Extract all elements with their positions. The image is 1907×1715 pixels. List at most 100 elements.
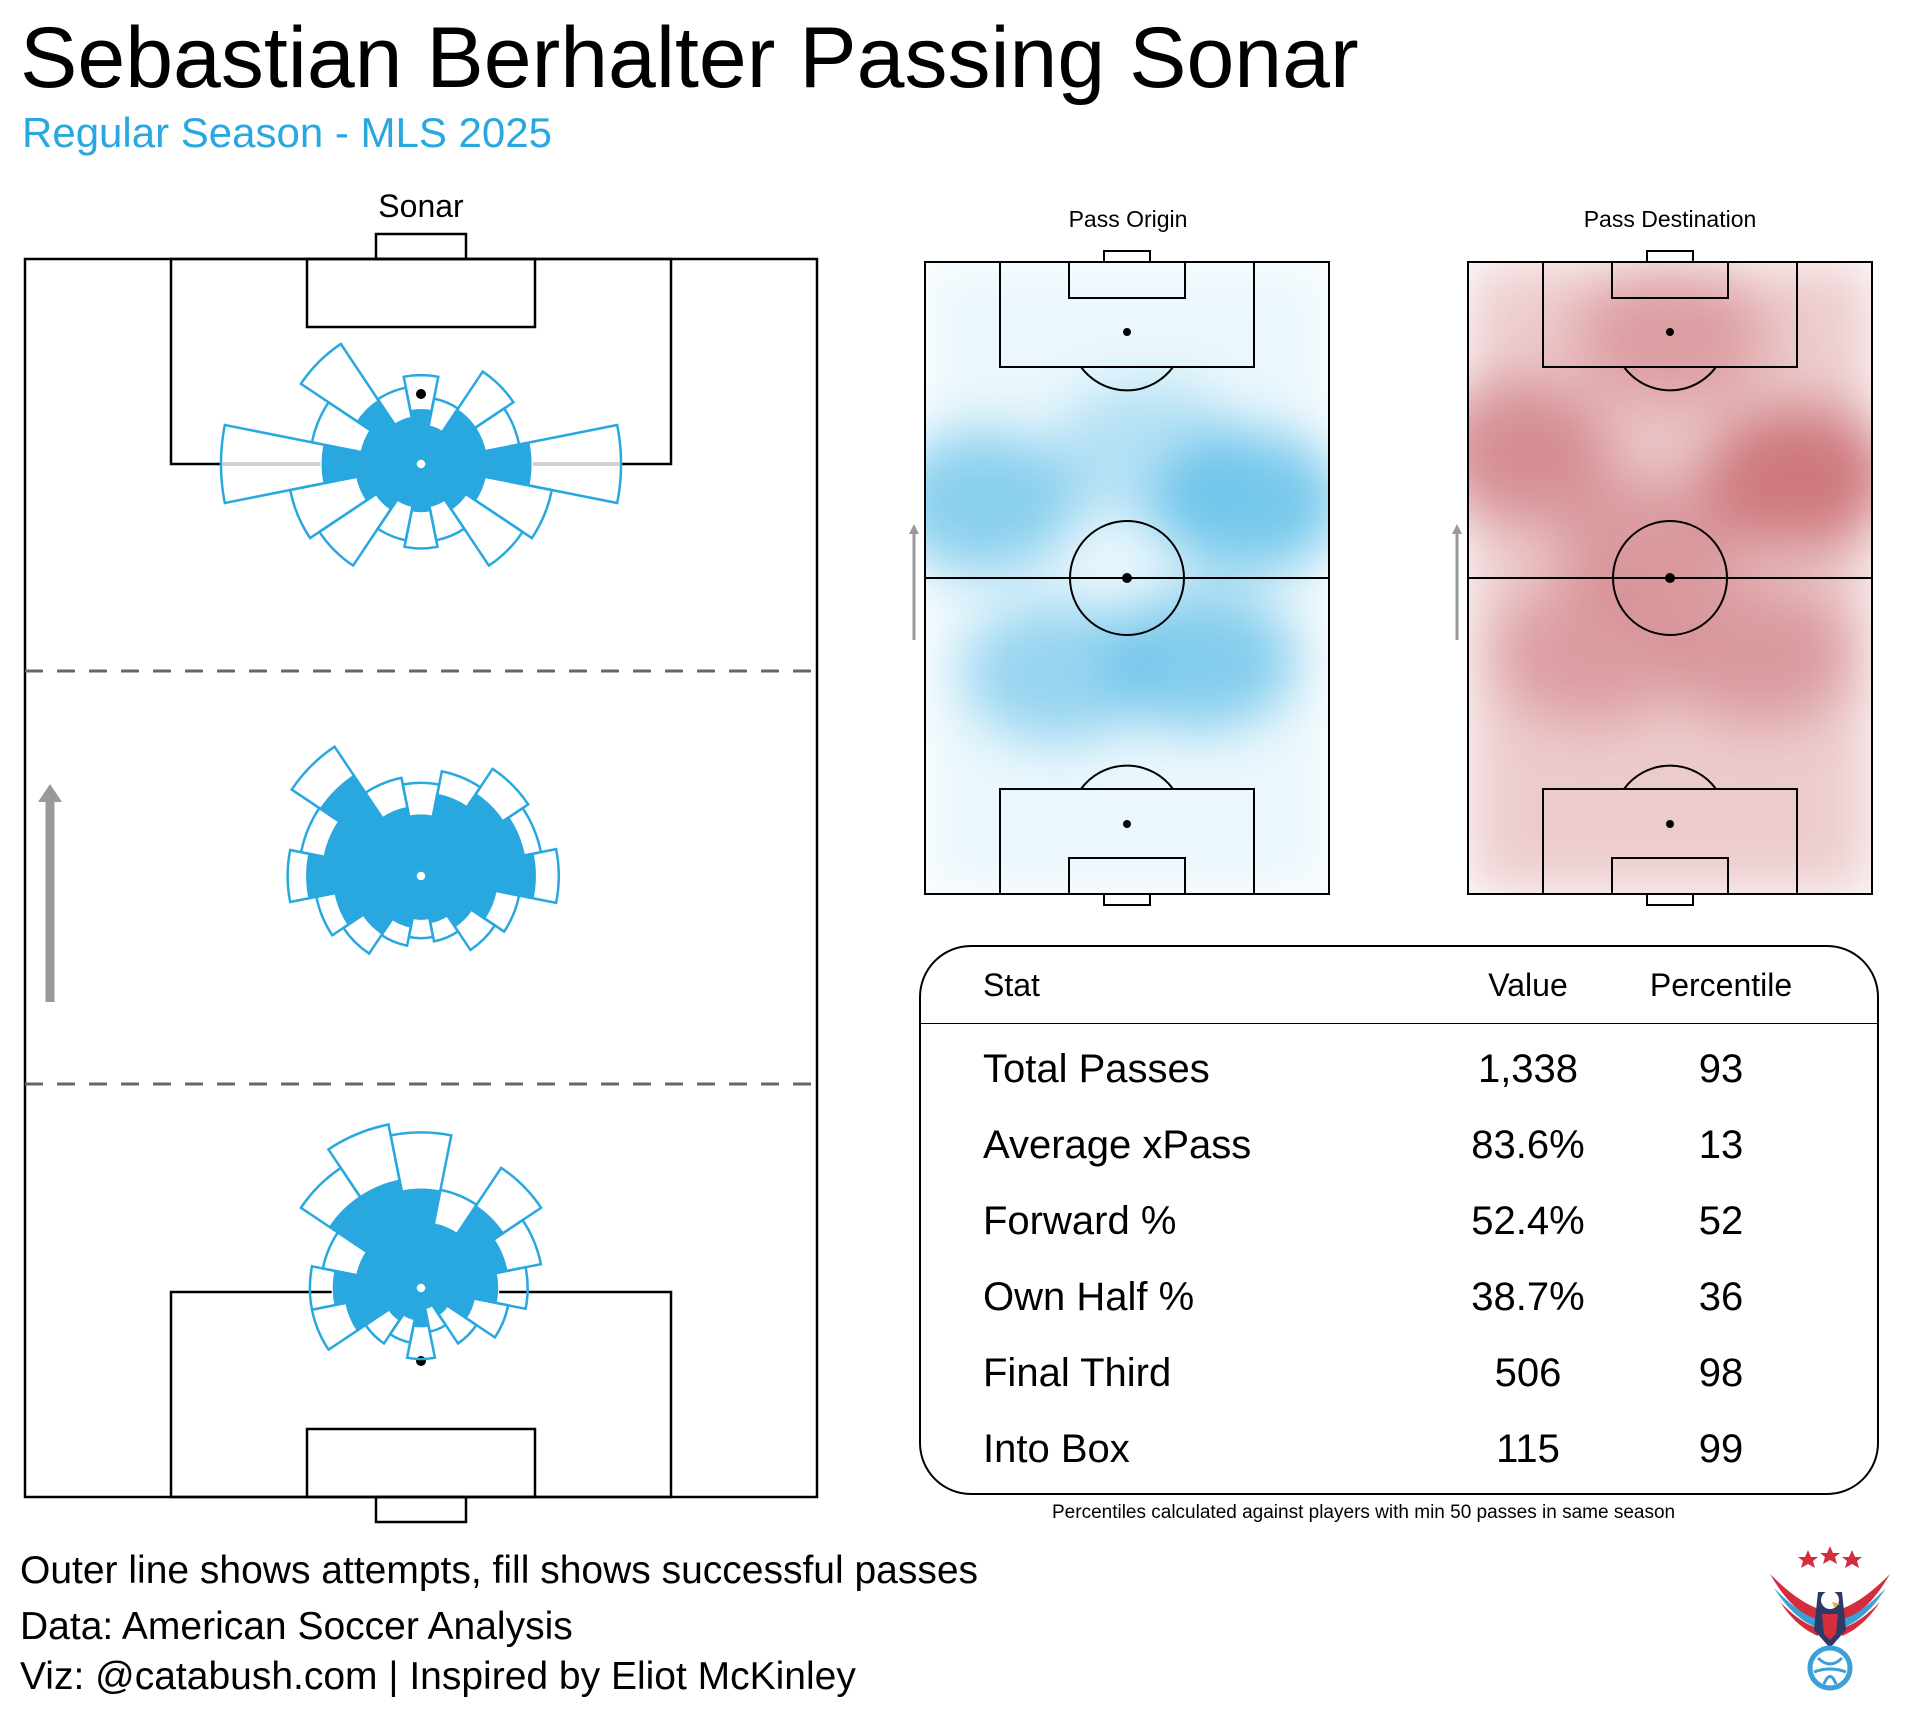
pass-destination-pitch: Pass Destination <box>1452 206 1873 906</box>
stat-name: Final Third <box>983 1351 1172 1395</box>
sonar-center-point <box>415 1282 427 1294</box>
heatmap-hotspot <box>1104 590 1295 731</box>
attack-direction-arrow-head <box>38 784 62 802</box>
stat-name: Forward % <box>983 1199 1177 1243</box>
table-row: Forward % 52.4% 52 <box>921 1183 1877 1259</box>
top-penalty-spot <box>1123 328 1131 336</box>
table-row: Into Box 115 99 <box>921 1411 1877 1487</box>
sonar-attempt-wedge <box>420 423 623 505</box>
stat-percentile: 99 <box>1698 1427 1744 1471</box>
sonar-attempt-wedge <box>420 1265 529 1311</box>
sonar-attempt-wedge <box>419 874 497 952</box>
stat-value: 506 <box>1494 1351 1562 1395</box>
bottom-goal <box>1646 893 1694 906</box>
top-six-yard-box <box>1068 261 1186 299</box>
stat-value: 115 <box>1496 1427 1560 1471</box>
sonar-attempt-wedge <box>420 1286 510 1340</box>
sonar-center-point <box>415 870 427 882</box>
sonar-zone <box>286 744 561 956</box>
sonar-attempt-wedge <box>219 423 422 505</box>
bottom-penalty-arc <box>1080 764 1174 790</box>
origin-pitch-markings <box>924 250 1330 906</box>
sonar-attempt-wedge <box>403 463 439 550</box>
bottom-penalty-arc <box>1623 764 1717 790</box>
destination-direction-arrow-head <box>1452 524 1462 534</box>
stat-value: 38.7% <box>1471 1275 1585 1319</box>
sonar-pitch: Sonar <box>23 188 819 1524</box>
stat-percentile: 98 <box>1698 1351 1744 1395</box>
column-header-stat: Stat <box>983 967 1040 1003</box>
top-penalty-arc <box>1080 366 1174 392</box>
heatmap-hotspot <box>925 432 1077 573</box>
heatmap-hotspot <box>1554 476 1745 617</box>
sonar-attempt-wedge <box>419 462 525 568</box>
center-circle <box>1069 520 1185 636</box>
footer-legend-note: Outer line shows attempts, fill shows su… <box>20 1549 979 1592</box>
sonar-attempt-wedge <box>286 848 422 904</box>
sonar-attempt-wedge <box>363 776 423 877</box>
stat-name: Average xPass <box>983 1123 1252 1167</box>
sonar-attempt-wedge <box>419 1286 479 1346</box>
heatmap-hotspot <box>1494 583 1685 724</box>
stat-name: Own Half % <box>983 1275 1195 1319</box>
sonar-attempt-wedge <box>308 1264 422 1312</box>
pass-origin-pitch: Pass Origin <box>909 206 1330 906</box>
heatmap-hotspot <box>1575 267 1765 408</box>
top-six-yard-box <box>1611 261 1729 299</box>
stat-value: 1,338 <box>1477 1047 1579 1091</box>
center-circle <box>1612 520 1728 636</box>
bottom-goal <box>1103 893 1151 906</box>
sonar-attempt-wedge <box>402 373 440 465</box>
origin-direction-arrow-head <box>909 524 919 534</box>
top-six-yard-box <box>305 257 537 329</box>
sonar-attempt-wedge <box>419 875 460 943</box>
bottom-penalty-spot <box>1123 820 1131 828</box>
center-spot <box>1665 573 1675 583</box>
sonar-attempt-wedge <box>420 847 561 905</box>
top-penalty-arc <box>1623 366 1717 392</box>
stat-name: Total Passes <box>983 1047 1210 1091</box>
table-row: Own Half % 38.7% 36 <box>921 1259 1877 1335</box>
sonar-zone <box>299 1123 543 1361</box>
sonar-attempt-wedge <box>419 369 516 466</box>
stat-percentile: 36 <box>1698 1275 1744 1319</box>
sonar-attempt-wedge <box>420 874 521 934</box>
sonar-attempt-wedge <box>405 1287 437 1361</box>
stat-name: Into Box <box>983 1427 1130 1471</box>
page-title: Sebastian Berhalter Passing Sonar <box>20 10 1359 106</box>
sonar-attempt-wedge <box>326 1123 423 1289</box>
sonar-attempt-wedge <box>420 462 554 540</box>
heatmap-hotspot <box>963 602 1154 743</box>
column-header-percentile: Percentile <box>1649 967 1793 1003</box>
stats-table-header: Stat Value Percentile <box>921 947 1877 1024</box>
page-subtitle: Regular Season - MLS 2025 <box>22 109 552 156</box>
sonar-attempt-wedge <box>419 1166 543 1290</box>
top-penalty-spot <box>416 389 426 399</box>
bottom-goal <box>374 1495 468 1524</box>
table-row: Average xPass 83.6% 13 <box>921 1107 1877 1183</box>
top-goal <box>374 232 468 261</box>
top-goal <box>1646 250 1694 263</box>
stats-table: Stat Value Percentile Total Passes 1,338… <box>919 945 1879 1495</box>
sonar-zone <box>219 342 623 568</box>
bottom-six-yard-box <box>1611 857 1729 895</box>
sonar-title: Sonar <box>378 188 464 224</box>
bottom-six-yard-box <box>1068 857 1186 895</box>
sonar-attempt-wedge <box>419 767 530 878</box>
footer-credit: Viz: @catabush.com | Inspired by Eliot M… <box>20 1655 856 1698</box>
sonar-attempt-wedge <box>420 1218 543 1290</box>
sonar-center-point <box>415 458 427 470</box>
destination-title: Pass Destination <box>1584 206 1757 232</box>
stat-percentile: 13 <box>1698 1123 1744 1167</box>
eagle-soccer-ball-logo <box>1770 1546 1890 1691</box>
bottom-penalty-spot <box>1666 820 1674 828</box>
column-header-value: Value <box>1488 967 1568 1003</box>
destination-pitch-markings <box>1467 250 1873 906</box>
heatmap-hotspot <box>1153 432 1329 573</box>
stat-value: 83.6% <box>1471 1123 1585 1167</box>
center-spot <box>1122 573 1132 583</box>
top-goal <box>1103 250 1151 263</box>
sonar-attempt-wedge <box>299 342 423 466</box>
heatmap-hotspot <box>1704 406 1872 547</box>
